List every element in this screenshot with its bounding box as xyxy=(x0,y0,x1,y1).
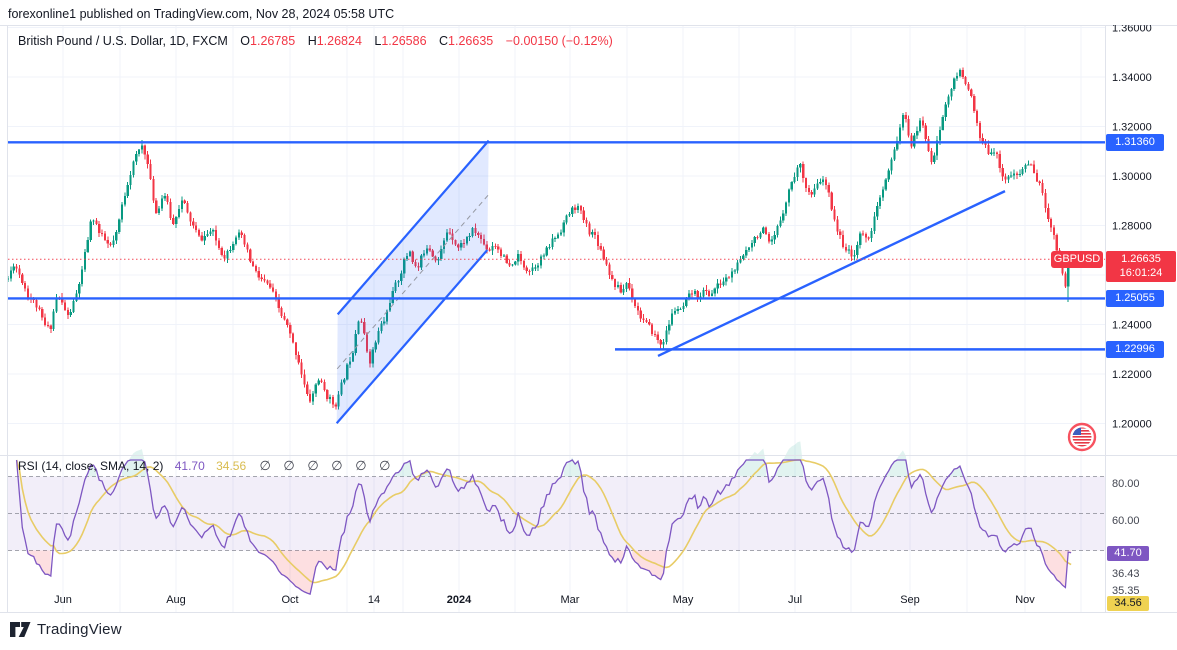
tradingview-brand-text: TradingView xyxy=(37,621,122,638)
last-price-badge: 1.26635 16:01:24 xyxy=(1106,250,1176,282)
rsi-value: 41.70 xyxy=(174,459,205,473)
rsi-overbought-fill xyxy=(885,450,909,477)
rsi-title: RSI (14, close, SMA, 14, 2) xyxy=(18,459,164,473)
time-axis-label[interactable]: Jun xyxy=(54,594,72,606)
rsi-overbought-fill xyxy=(395,460,413,477)
footer: TradingView xyxy=(0,613,1177,650)
level-badge-lower: 1.22996 xyxy=(1106,340,1164,358)
time-axis-label[interactable]: Mar xyxy=(561,594,580,606)
channel-lower-line[interactable] xyxy=(335,249,489,425)
change-value: −0.00150 (−0.12%) xyxy=(505,34,613,48)
symbol-price-badge: GBPUSD xyxy=(1051,250,1103,268)
rsi-empty-values: ∅ ∅ ∅ ∅ ∅ ∅ xyxy=(259,458,391,473)
ohlc-close-label: C1.26635 xyxy=(439,34,494,48)
ohlc-open-label: O1.26785 xyxy=(240,34,296,48)
chart-legend[interactable]: British Pound / U.S. Dollar, 1D, FXCM O1… xyxy=(18,34,613,48)
rsi-axis-label[interactable]: 35.35 xyxy=(1112,585,1140,597)
parallel-channel-fill[interactable] xyxy=(336,140,489,424)
rsi-axis-label[interactable]: 36.43 xyxy=(1112,568,1140,580)
symbol-title: British Pound / U.S. Dollar, 1D, FXCM xyxy=(18,34,228,48)
price-axis-label[interactable]: 1.32000 xyxy=(1112,122,1152,134)
rsi-ma-badge: 34.56 xyxy=(1107,595,1149,611)
price-axis-label[interactable]: 1.24000 xyxy=(1112,320,1152,332)
time-axis-label[interactable]: 2024 xyxy=(447,594,472,606)
rsi-overbought-fill xyxy=(737,448,767,477)
channel-upper-line[interactable] xyxy=(336,139,490,316)
ascending-trendline[interactable] xyxy=(657,190,1006,358)
rsi-oversold-fill xyxy=(28,550,51,576)
ohlc-open-value: 1.26785 xyxy=(250,34,296,48)
rsi-overbought-fill xyxy=(948,466,963,477)
tradingview-logo-icon xyxy=(10,622,31,637)
rsi-oversold-fill xyxy=(632,550,667,580)
price-axis-label[interactable]: 1.34000 xyxy=(1112,72,1152,84)
rsi-line xyxy=(15,459,1072,595)
chart-canvas[interactable]: 1.36000 1.34000 1.32000 1.30000 1.28000 1.240… xyxy=(0,22,1177,617)
time-axis-label[interactable]: Jul xyxy=(788,594,802,606)
ohlc-close-value: 1.26635 xyxy=(448,34,494,48)
rsi-overbought-fill xyxy=(774,441,804,477)
time-axis-label[interactable]: Sep xyxy=(900,594,920,606)
time-axis-label[interactable]: Aug xyxy=(166,594,186,606)
ohlc-high-label: H1.26824 xyxy=(307,34,362,48)
ohlc-high-value: 1.26824 xyxy=(316,34,362,48)
rsi-axis-label[interactable]: 80.00 xyxy=(1112,478,1140,490)
time-axis-label[interactable]: May xyxy=(673,594,694,606)
level-badge-support: 1.25055 xyxy=(1106,289,1164,307)
rsi-oversold-fill xyxy=(609,550,624,563)
rsi-legend[interactable]: RSI (14, close, SMA, 14, 2) 41.70 34.56 … xyxy=(18,458,391,474)
rsi-axis-label[interactable]: 60.00 xyxy=(1112,515,1140,527)
bar-countdown: 16:01:24 xyxy=(1119,266,1163,279)
time-axis-label[interactable]: 14 xyxy=(368,594,380,606)
channel-median-line[interactable] xyxy=(336,194,489,370)
price-axis-label[interactable]: 1.28000 xyxy=(1112,221,1152,233)
ohlc-low-value: 1.26586 xyxy=(381,34,427,48)
time-axis-label[interactable]: Nov xyxy=(1015,594,1035,606)
rsi-ma-line xyxy=(15,459,1072,584)
published-header: forexonline1 published on TradingView.co… xyxy=(8,7,395,21)
price-axis-label[interactable]: 1.30000 xyxy=(1112,171,1152,183)
rsi-value-badge: 41.70 xyxy=(1107,545,1149,561)
us-flag-art xyxy=(1072,427,1092,447)
level-badge-resistance: 1.31360 xyxy=(1106,133,1164,151)
last-price-value: 1.26635 xyxy=(1121,252,1161,265)
price-axis-label[interactable]: 1.22000 xyxy=(1112,369,1152,381)
time-axis-label[interactable]: Oct xyxy=(281,594,298,606)
tradingview-brand[interactable]: TradingView xyxy=(10,621,122,638)
rsi-ma-value: 34.56 xyxy=(216,459,247,473)
ohlc-low-label: L1.26586 xyxy=(374,34,427,48)
price-axis-label[interactable]: 1.36000 xyxy=(1112,22,1152,34)
chart-area[interactable]: 1.36000 1.34000 1.32000 1.30000 1.28000 1.240… xyxy=(0,22,1177,617)
candles-layer xyxy=(6,67,1073,410)
price-axis-label[interactable]: 1.20000 xyxy=(1112,419,1152,431)
